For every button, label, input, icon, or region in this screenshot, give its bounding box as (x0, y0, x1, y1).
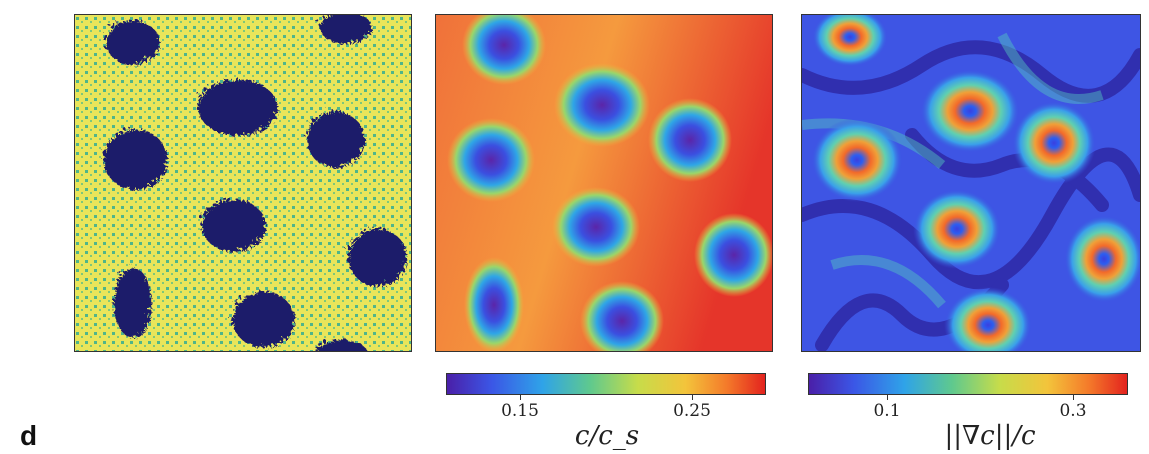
dark-domains (101, 15, 404, 351)
concentration-field-panel (435, 14, 773, 352)
gradient-colorbar-label: ||∇c||/c (944, 421, 1036, 451)
colorbar-tick-label: 0.1 (873, 401, 901, 421)
colorbar-tick-label: 0.3 (1059, 401, 1087, 421)
concentration-colorbar (446, 373, 766, 395)
colorbar-tick-label: 0.25 (673, 401, 711, 421)
colorbar-tick (520, 395, 521, 400)
high-gradient-rings (811, 15, 1140, 351)
colorbar-tick (1073, 395, 1074, 400)
colorbar-tick (692, 395, 693, 400)
colorbar-tick-label: 0.15 (501, 401, 539, 421)
colorbar-tick (887, 395, 888, 400)
lattice-snapshot-panel (74, 14, 412, 352)
gradient-colorbar (808, 373, 1128, 395)
low-concentration-wells (447, 15, 772, 351)
concentration-colorbar-label: c/c_s (574, 421, 640, 451)
gradient-magnitude-panel (801, 14, 1141, 352)
panel-letter: d (20, 420, 38, 451)
